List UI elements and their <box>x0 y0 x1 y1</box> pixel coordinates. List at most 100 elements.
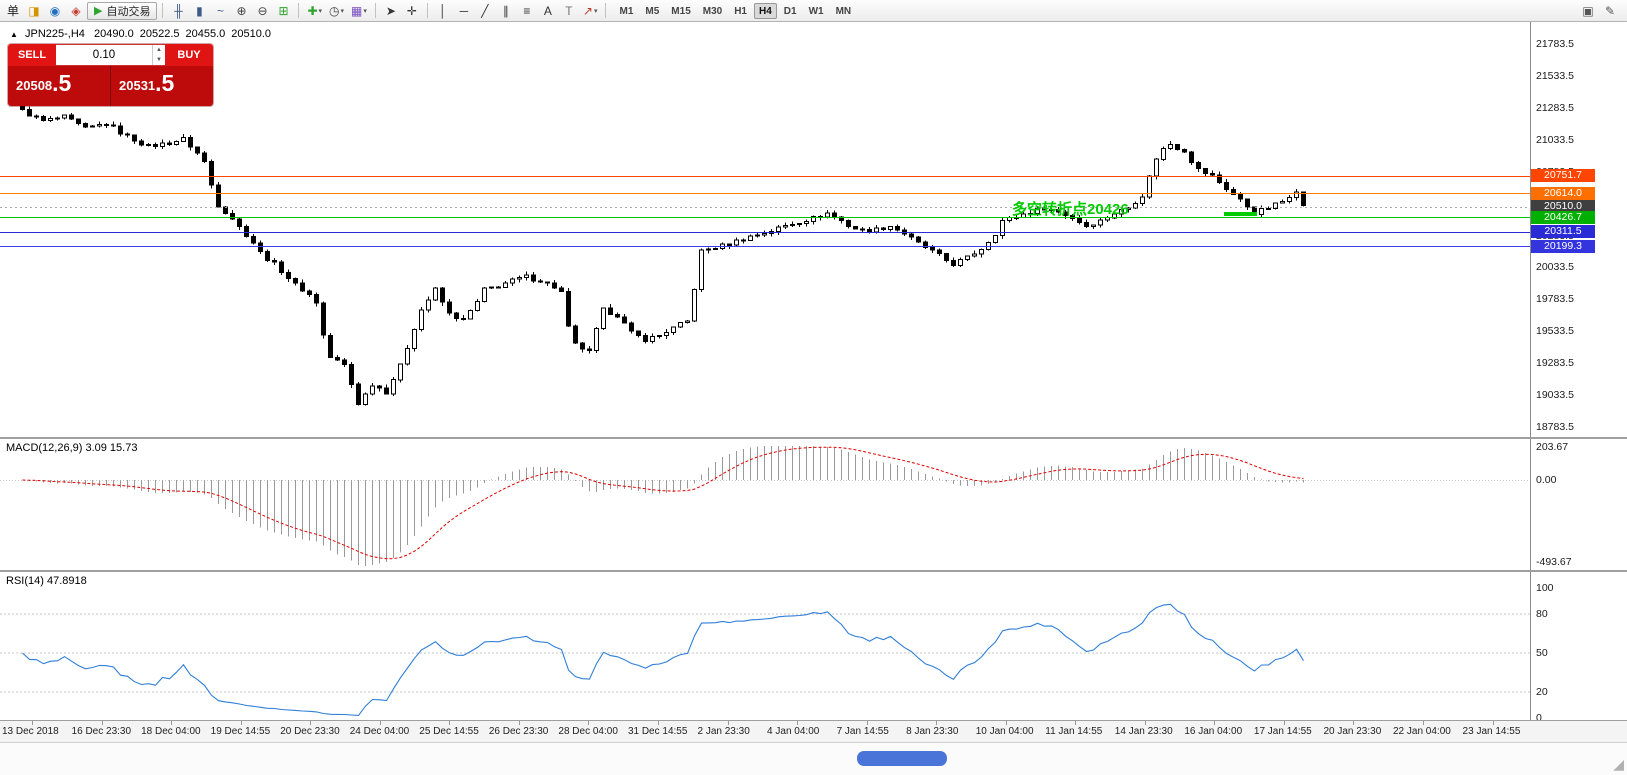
time-tick-mark <box>657 721 659 725</box>
price-tick: 20033.5 <box>1536 261 1574 274</box>
lot-up-button[interactable]: ▲ <box>156 47 162 53</box>
bar-chart-icon[interactable]: ╫ <box>174 3 183 18</box>
dropdown-arrow-icon: ▾ <box>593 7 598 15</box>
edit-icon[interactable]: ✎ <box>1604 3 1616 18</box>
timeframe-mn[interactable]: MN <box>835 5 852 17</box>
market-watch-icon[interactable]: ◨ <box>28 3 40 18</box>
time-tick-label: 19 Dec 14:55 <box>210 726 271 737</box>
zoom-out-icon[interactable]: ⊖ <box>257 3 268 18</box>
community-icon[interactable]: ◉ <box>49 3 61 18</box>
candlestick-chart[interactable]: 多空转折点20426 <box>0 22 1530 437</box>
dropdown-arrow-icon: ▾ <box>318 7 323 15</box>
rsi-panel: RSI(14) 47.8918 100 80 50 20 0 <box>0 570 1627 724</box>
lot-down-button[interactable]: ▼ <box>156 57 162 63</box>
time-tick-mark <box>1423 721 1424 725</box>
time-tick-mark <box>866 721 868 725</box>
macd-axis[interactable]: 203.67 0.00 -493.67 <box>1530 439 1627 570</box>
crosshair-icon[interactable]: ✛ <box>406 3 417 18</box>
time-tick-label: 2 Jan 23:30 <box>697 726 750 737</box>
time-tick-label: 13 Dec 2018 <box>2 726 59 737</box>
price-tick: 19283.5 <box>1536 357 1574 370</box>
time-tick-label: 26 Dec 23:30 <box>488 726 549 737</box>
timeframe-w1[interactable]: W1 <box>808 5 824 17</box>
line-chart-icon[interactable]: ~ <box>216 3 224 18</box>
fibonacci-icon[interactable]: ≡ <box>523 3 531 18</box>
rsi-chart[interactable] <box>0 572 1530 720</box>
toolbar-right: ▣ ✎ <box>1578 2 1624 20</box>
time-tick-mark <box>518 721 520 725</box>
vertical-line-icon[interactable]: │ <box>439 3 447 18</box>
timeframe-h1[interactable]: H1 <box>734 5 747 17</box>
price-badge: 20751.7 <box>1531 169 1595 183</box>
price-axis[interactable]: 21783.521533.521283.521033.520783.520533… <box>1530 22 1627 437</box>
rsi-tick: 0 <box>1536 712 1542 724</box>
timeframe-h4[interactable]: H4 <box>754 2 777 19</box>
tile-windows-icon[interactable]: ⊞ <box>278 3 289 18</box>
market-icon[interactable]: ◈ <box>71 3 81 18</box>
timeframe-m30[interactable]: M30 <box>702 5 723 17</box>
dropdown-arrow-icon: ▾ <box>340 7 345 15</box>
macd-tick: 203.67 <box>1536 441 1569 453</box>
indicators-icon[interactable]: ✚ ▾ <box>307 3 323 18</box>
new-window-icon[interactable]: ▣ <box>1582 3 1594 18</box>
templates-icon[interactable]: ▦ ▾ <box>351 3 367 18</box>
price-tick: 21033.5 <box>1536 133 1574 146</box>
channel-icon[interactable]: ∥ <box>502 3 509 18</box>
text-icon[interactable]: A <box>543 3 552 18</box>
rsi-axis[interactable]: 100 80 50 20 0 <box>1530 572 1627 724</box>
toolbar-separator <box>162 3 164 18</box>
buy-price-main: 20531 <box>119 78 156 93</box>
sell-price[interactable]: 20508 .5 <box>8 66 110 106</box>
timeframe-m15[interactable]: M15 <box>671 5 691 17</box>
price-tick: 19033.5 <box>1536 389 1574 402</box>
new-order-icon[interactable]: 单 <box>6 4 19 18</box>
rsi-plot[interactable]: RSI(14) 47.8918 <box>0 572 1530 720</box>
price-tick: 19533.5 <box>1536 325 1574 338</box>
buy-price[interactable]: 20531 .5 <box>111 66 213 106</box>
chart-annotation[interactable]: 多空转折点20426 <box>1012 200 1129 218</box>
rsi-tick: 20 <box>1536 686 1548 698</box>
periods-icon[interactable]: ◷ ▾ <box>329 3 345 18</box>
price-tick: 21283.5 <box>1536 101 1574 114</box>
rsi-tick: 50 <box>1536 647 1548 659</box>
horizontal-scrollbar[interactable]: ◢ <box>0 742 1627 775</box>
text-label-icon[interactable]: T <box>565 3 573 18</box>
price-chart-plot[interactable]: ▲ JPN225-,H4 20490.0 20522.5 20455.0 20510.… <box>0 22 1530 437</box>
highlight-segment[interactable] <box>1224 212 1257 216</box>
timeframe-m5[interactable]: M5 <box>645 5 660 17</box>
price-tick: 21783.5 <box>1536 38 1574 50</box>
time-tick-label: 16 Jan 04:00 <box>1184 726 1243 737</box>
trendline-icon[interactable]: ╱ <box>481 3 489 18</box>
price-badge: 20311.5 <box>1531 225 1595 239</box>
sell-price-big: .5 <box>52 70 72 96</box>
scrollbar-thumb[interactable] <box>857 751 947 766</box>
time-tick-label: 22 Jan 04:00 <box>1393 726 1451 737</box>
price-tick: 21533.5 <box>1536 69 1574 82</box>
buy-button[interactable]: BUY <box>165 44 213 66</box>
macd-tick: -493.67 <box>1536 556 1572 568</box>
arrows-icon[interactable]: ↗ ▾ <box>582 3 598 18</box>
time-tick-label: 28 Dec 04:00 <box>558 726 618 737</box>
horizontal-line-icon[interactable]: ─ <box>459 3 469 18</box>
high-value: 20522.5 <box>139 28 180 40</box>
sell-button[interactable]: SELL <box>8 44 56 66</box>
time-axis[interactable]: 13 Dec 2018 16 Dec 23:30 18 Dec 04:00 19 De… <box>0 720 1627 742</box>
timeframe-d1[interactable]: D1 <box>783 5 797 17</box>
time-tick-mark <box>32 721 33 725</box>
price-chart-panel: ▲ JPN225-,H4 20490.0 20522.5 20455.0 20510.… <box>0 22 1627 437</box>
time-tick-label: 20 Dec 23:30 <box>280 726 340 737</box>
timeframe-m1[interactable]: M1 <box>619 5 634 17</box>
candlestick-icon[interactable]: ▮ <box>196 3 203 18</box>
macd-chart[interactable] <box>0 439 1530 570</box>
time-tick-mark <box>797 721 799 725</box>
zoom-in-icon[interactable]: ⊕ <box>236 3 247 18</box>
lot-size-field[interactable]: 0.10 ▲ ▼ <box>56 44 165 66</box>
autotrading-label: 自动交易 <box>106 5 151 18</box>
time-tick-label: 20 Jan 23:30 <box>1323 726 1382 737</box>
macd-plot[interactable]: MACD(12,26,9) 3.09 15.73 <box>0 439 1530 570</box>
ohlc-values: 20490.0 20522.5 20455.0 20510.0 <box>88 28 271 40</box>
autotrading-button[interactable]: ▶ 自动交易 <box>87 1 158 20</box>
cursor-icon[interactable]: ➤ <box>385 3 396 18</box>
time-tick-mark <box>936 721 938 725</box>
lot-size-value: 0.10 <box>92 49 116 61</box>
